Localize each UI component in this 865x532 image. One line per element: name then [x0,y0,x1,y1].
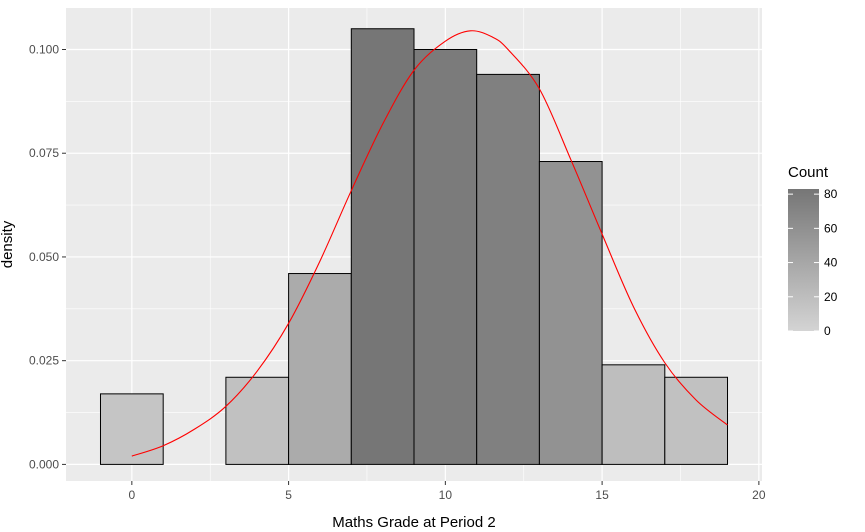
legend-color-bar [788,189,819,331]
histogram-bar [413,48,478,465]
y-tick-label: 0.000 [29,457,59,471]
x-axis-ticks: 0 5 10 15 20 [128,481,766,502]
y-axis-title: density [0,220,16,268]
x-tick-label: 20 [752,488,766,502]
histogram-bar [476,73,540,465]
density-curve [131,30,728,457]
legend-tick-label: 0 [824,324,831,338]
legend-title: Count [788,164,829,181]
legend-tick-label: 40 [824,256,838,270]
x-axis-title: Maths Grade at Period 2 [332,514,495,531]
histogram-bar [225,376,290,465]
y-tick-label: 0.100 [29,42,59,56]
count-legend: Count 0 20 40 60 80 [788,164,838,338]
histogram-bar [538,161,603,465]
legend-ticks: 0 20 40 60 80 [788,187,838,338]
y-tick-label: 0.050 [29,250,59,264]
y-tick-label: 0.075 [29,146,59,160]
x-tick-label: 15 [595,488,609,502]
y-tick-label: 0.025 [29,354,59,368]
x-tick-label: 10 [439,488,453,502]
histogram-bar [664,376,729,465]
legend-tick-label: 80 [824,187,838,201]
histogram-bar [350,28,415,465]
legend-tick-label: 20 [824,290,838,304]
histogram-bar [288,273,352,465]
x-tick-label: 0 [128,488,135,502]
histogram-bars [99,28,729,465]
y-axis-ticks: 0.000 0.025 0.050 0.075 0.100 [29,42,66,471]
x-tick-label: 5 [285,488,292,502]
legend-tick-label: 60 [824,221,838,235]
histogram-bar [99,393,164,465]
histogram-bar [601,364,666,465]
